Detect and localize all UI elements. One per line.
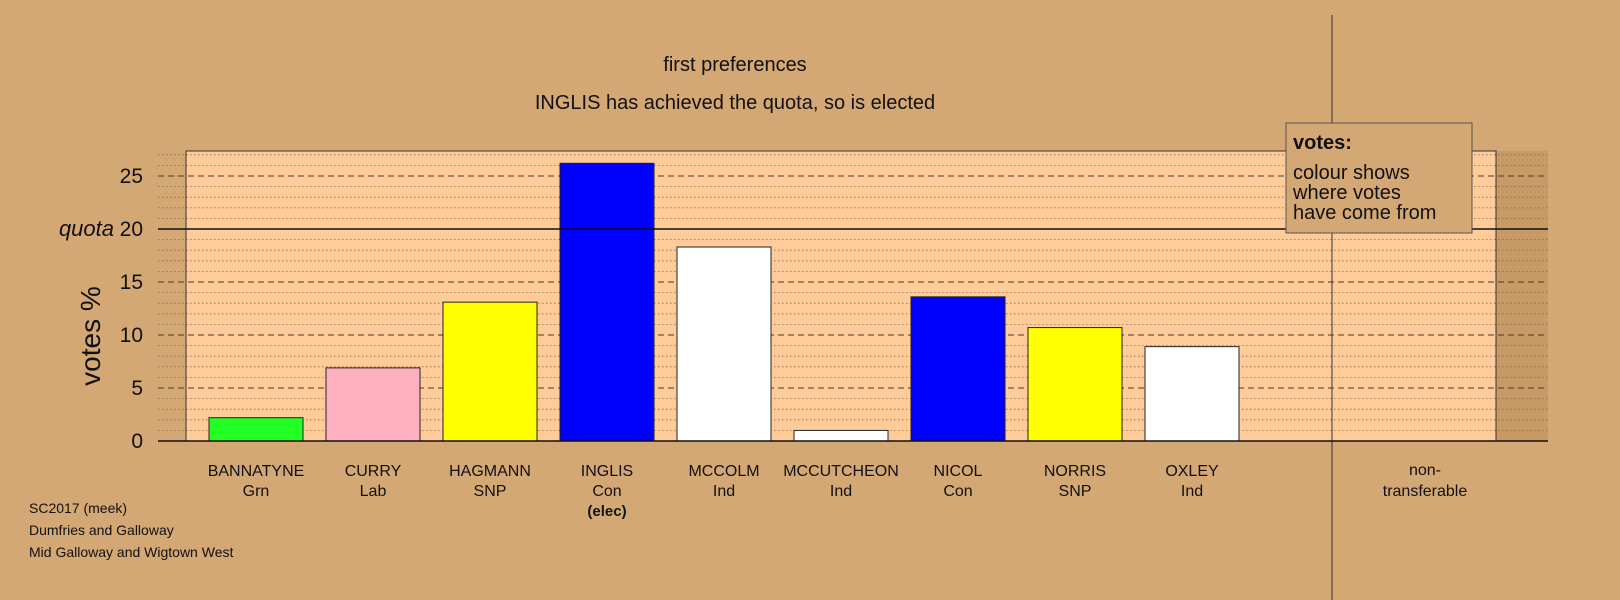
quota-label: quota [59,216,114,241]
bar-oxley [1144,346,1240,442]
bar-bannatyne [208,417,304,442]
candidate-label: INGLIS [581,463,633,480]
candidate-label: MCCUTCHEON [783,463,899,480]
bar-hagmann [442,301,538,442]
legend-text: colour shows [1293,162,1410,184]
legend-text: where votes [1292,182,1401,204]
bar-curry [325,367,421,442]
party-label: Ind [1181,483,1203,500]
party-label: Grn [243,483,270,500]
footer-council: Dumfries and Galloway [29,522,174,538]
chart-subtitle: INGLIS has achieved the quota, so is ele… [535,92,935,114]
candidate-label: HAGMANN [449,463,531,480]
footer-ward: Mid Galloway and Wigtown West [29,544,234,560]
legend-title: votes: [1293,132,1352,154]
bar-inglis [559,162,655,442]
party-label: Con [592,483,621,500]
nontransferable-label: non- [1409,462,1441,479]
y-tick-label: 0 [131,430,143,453]
footer-election: SC2017 (meek) [29,500,128,516]
nontransferable-label: transferable [1383,483,1468,500]
bar-mccutcheon [793,429,889,442]
y-tick-label: 20 [120,218,143,241]
y-tick-label: 5 [131,377,143,400]
candidate-label: OXLEY [1165,463,1219,480]
bar-norris [1027,327,1123,442]
party-label: Ind [830,483,852,500]
candidate-label: CURRY [345,463,402,480]
y-tick-label: 10 [120,324,143,347]
party-label: SNP [474,483,507,500]
candidate-label: NORRIS [1044,463,1106,480]
party-label: Ind [713,483,735,500]
party-label: Con [943,483,972,500]
party-label: SNP [1059,483,1092,500]
elected-note: (elec) [587,503,626,520]
candidate-label: NICOL [934,463,983,480]
outer-plot-region [1496,151,1548,441]
y-tick-label: 25 [120,165,143,188]
y-axis-label: votes % [75,286,106,386]
y-tick-label: 15 [120,271,143,294]
chart-title: first preferences [663,54,806,76]
legend-text: have come from [1293,202,1436,224]
candidate-label: MCCOLM [688,463,759,480]
bar-mccolm [676,246,772,442]
candidate-label: BANNATYNE [208,463,305,480]
bar-nicol [910,296,1006,442]
party-label: Lab [360,483,387,500]
legend-box [1285,122,1473,234]
